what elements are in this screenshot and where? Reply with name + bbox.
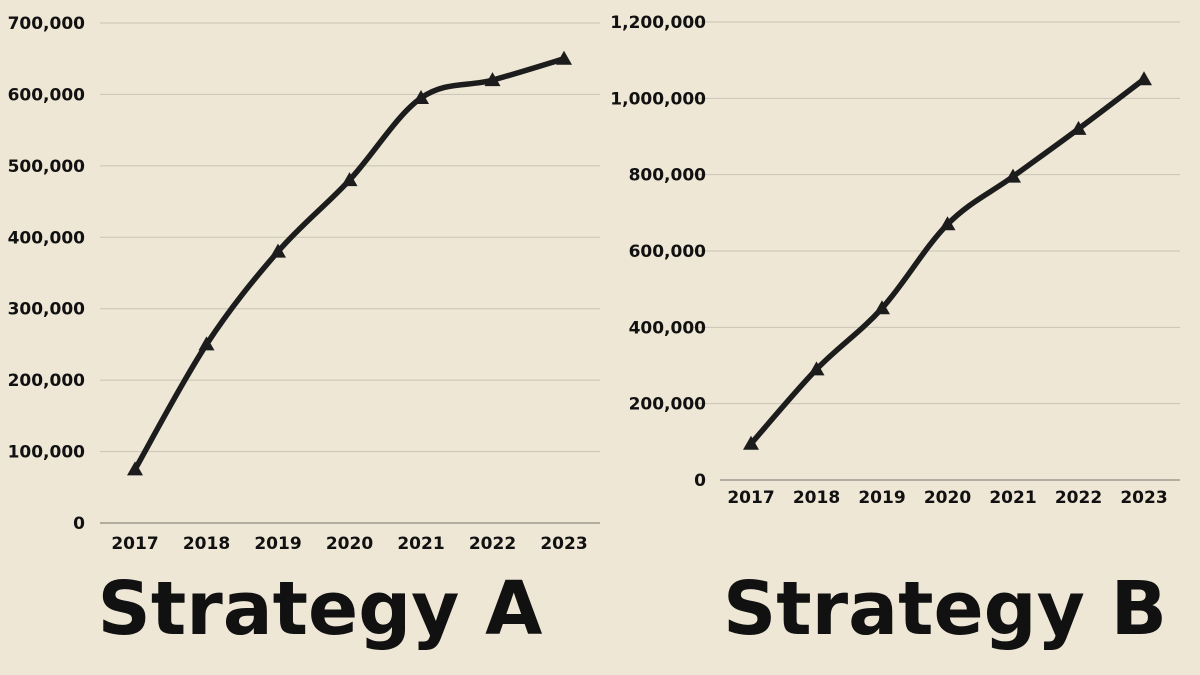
chart-b-x-tick-label: 2021 (989, 488, 1036, 508)
chart-a-data-point-marker (484, 72, 501, 87)
chart-a-y-tick-label: 100,000 (8, 443, 86, 463)
chart-b-data-point-marker (1005, 168, 1021, 183)
chart-b-x-tick-label: 2022 (1055, 488, 1102, 508)
chart-a-data-point-marker (556, 50, 572, 65)
chart-a-y-tick-label: 0 (73, 514, 85, 534)
chart-a-x-tick-label: 2022 (469, 534, 516, 554)
chart-a-x-tick-label: 2020 (326, 534, 373, 554)
chart-a-y-tick-label: 700,000 (8, 14, 86, 34)
chart-a-x-tick-label: 2018 (183, 534, 230, 554)
chart-a-data-point-marker (341, 172, 358, 187)
chart-a-data-point-marker (127, 461, 143, 476)
chart-b-data-point-marker (1136, 71, 1152, 86)
chart-a-x-tick-label: 2021 (397, 534, 444, 554)
chart-a-y-tick-label: 300,000 (8, 300, 86, 320)
chart-b-title: Strategy B (722, 566, 1168, 652)
chart-a-title: Strategy A (97, 566, 543, 652)
chart-b-data-point-marker (1070, 120, 1087, 135)
chart-b-x-tick-label: 2023 (1120, 488, 1167, 508)
chart-a-y-tick-label: 400,000 (8, 228, 86, 248)
chart-a-data-point-marker (270, 243, 286, 258)
chart-b-x-tick-label: 2019 (858, 488, 905, 508)
chart-a-x-tick-label: 2017 (111, 534, 158, 554)
chart-b-data-point-marker (874, 300, 890, 315)
chart-a-x-tick-label: 2019 (254, 534, 301, 554)
chart-a-data-point-marker (198, 336, 215, 351)
chart-b-y-tick-label: 600,000 (629, 242, 707, 262)
chart-a-y-tick-label: 200,000 (8, 371, 86, 391)
chart-b-y-tick-label: 0 (694, 471, 706, 491)
chart-b-x-tick-label: 2020 (924, 488, 971, 508)
chart-b-y-tick-label: 400,000 (629, 318, 707, 338)
chart-b-data-point-marker (808, 361, 825, 376)
chart-a-y-tick-label: 600,000 (8, 85, 86, 105)
chart-b-y-tick-label: 800,000 (629, 166, 707, 186)
chart-a-y-tick-label: 500,000 (8, 157, 86, 177)
chart-b-y-tick-label: 1,200,000 (610, 13, 706, 33)
chart-b-y-tick-label: 1,000,000 (610, 89, 706, 109)
chart-b-x-tick-label: 2017 (727, 488, 774, 508)
chart-b-y-tick-label: 200,000 (629, 395, 707, 415)
chart-b-data-point-marker (743, 435, 759, 450)
chart-b-x-tick-label: 2018 (793, 488, 840, 508)
chart-a-series-line (132, 55, 567, 473)
chart-a-x-tick-label: 2023 (540, 534, 587, 554)
chart-b-data-point-marker (939, 216, 956, 231)
chart-a-data-point-marker (413, 90, 429, 104)
